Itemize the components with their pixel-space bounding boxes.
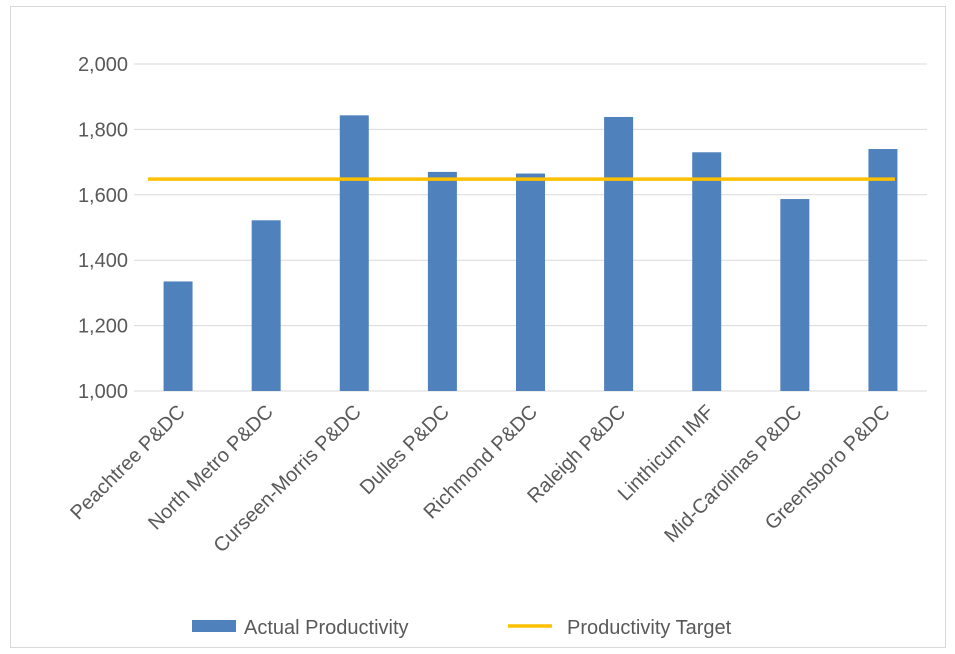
x-tick-label: Curseen-Morris P&DC bbox=[210, 401, 366, 557]
y-tick-label: 1,400 bbox=[78, 250, 128, 272]
y-tick-label: 1,800 bbox=[78, 119, 128, 141]
y-tick-label: 1,000 bbox=[78, 381, 128, 403]
bar bbox=[692, 152, 722, 391]
x-tick-label: Dulles P&DC bbox=[356, 401, 454, 499]
y-tick-label: 1,200 bbox=[78, 316, 128, 338]
bar bbox=[604, 116, 634, 391]
y-tick-label: 1,600 bbox=[78, 185, 128, 207]
chart-container: 1,000 1,200 1,400 1,600 1,800 2,000 Peachtree… bbox=[10, 6, 946, 648]
bar bbox=[163, 281, 193, 391]
legend-swatch-actual-productivity bbox=[192, 620, 236, 632]
y-axis-tick-labels: 1,000 1,200 1,400 1,600 1,800 2,000 bbox=[78, 54, 128, 403]
productivity-chart: 1,000 1,200 1,400 1,600 1,800 2,000 Peachtree… bbox=[66, 54, 927, 639]
bar bbox=[516, 173, 545, 391]
bar bbox=[780, 199, 810, 391]
legend-label-productivity-target: Productivity Target bbox=[567, 617, 732, 639]
bar bbox=[339, 115, 369, 392]
bar bbox=[868, 149, 898, 391]
bar bbox=[251, 220, 281, 391]
legend: Actual Productivity Productivity Target bbox=[192, 617, 732, 639]
y-tick-label: 2,000 bbox=[78, 54, 128, 76]
bars bbox=[163, 115, 898, 392]
legend-label-actual-productivity: Actual Productivity bbox=[244, 617, 409, 639]
bar bbox=[427, 171, 457, 391]
